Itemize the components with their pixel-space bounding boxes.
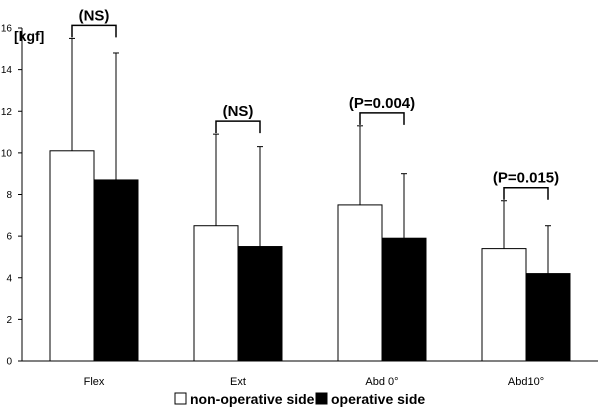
legend-swatch-non-operative — [174, 392, 187, 405]
unit-label: [kgf] — [14, 28, 44, 44]
significance-bracket — [503, 186, 549, 200]
bar — [193, 225, 239, 362]
legend-swatch-operative — [315, 392, 328, 405]
x-tick-label: Abd 0° — [365, 376, 398, 388]
bar — [93, 179, 139, 362]
legend-label-non-operative: non-operative side — [190, 391, 315, 407]
y-tick-label: 8 — [6, 190, 12, 201]
y-tick-label: 6 — [6, 232, 12, 243]
bar — [381, 237, 427, 362]
y-tick-label: 16 — [1, 24, 13, 35]
x-tick-label: Abd10° — [508, 376, 544, 388]
bar — [481, 248, 527, 362]
significance-label: (P=0.015) — [493, 170, 559, 187]
legend: non-operative side operative side — [174, 391, 425, 407]
bar — [337, 204, 383, 362]
bar — [237, 246, 283, 362]
significance-bracket — [215, 120, 261, 134]
x-axis: Flex Ext Abd 0° Abd10° — [22, 360, 598, 388]
y-tick-label: 12 — [1, 107, 13, 118]
bar — [49, 150, 95, 362]
y-axis: 0 2 4 6 8 10 12 14 16 — [1, 24, 23, 368]
x-tick-label: Flex — [84, 376, 105, 388]
legend-label-operative: operative side — [331, 391, 425, 407]
y-tick-label: 4 — [6, 273, 12, 284]
y-tick-label: 2 — [6, 315, 12, 326]
significance-bracket — [71, 24, 117, 38]
significance-bracket — [359, 112, 405, 125]
significance-label: (NS) — [223, 103, 254, 120]
bar — [525, 273, 571, 362]
y-tick-label: 14 — [1, 65, 13, 76]
significance-label: (P=0.004) — [349, 95, 415, 112]
y-tick-label: 10 — [1, 148, 13, 159]
y-tick-label: 0 — [6, 357, 12, 368]
significance-label: (NS) — [79, 7, 110, 24]
x-tick-label: Ext — [230, 376, 246, 388]
